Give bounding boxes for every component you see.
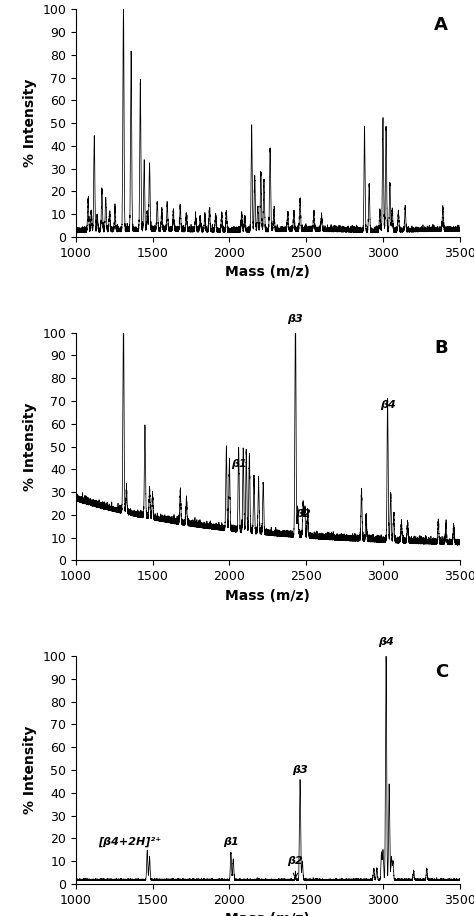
Text: C: C [435,663,448,681]
Text: B: B [435,340,448,357]
Text: A: A [434,16,448,34]
Y-axis label: % Intensity: % Intensity [23,79,36,168]
Text: β4: β4 [378,637,394,647]
Text: β3: β3 [288,313,303,323]
Text: β2: β2 [288,856,303,878]
Text: [β4+2H]²⁺: [β4+2H]²⁺ [98,837,161,847]
Text: β2: β2 [295,509,311,519]
X-axis label: Mass (m/z): Mass (m/z) [225,912,310,916]
X-axis label: Mass (m/z): Mass (m/z) [225,589,310,603]
X-axis label: Mass (m/z): Mass (m/z) [225,266,310,279]
Text: β3: β3 [292,765,308,775]
Y-axis label: % Intensity: % Intensity [23,402,36,491]
Y-axis label: % Intensity: % Intensity [23,725,36,814]
Text: β4: β4 [380,400,395,410]
Text: β1: β1 [231,459,246,469]
Text: β1: β1 [223,837,239,847]
